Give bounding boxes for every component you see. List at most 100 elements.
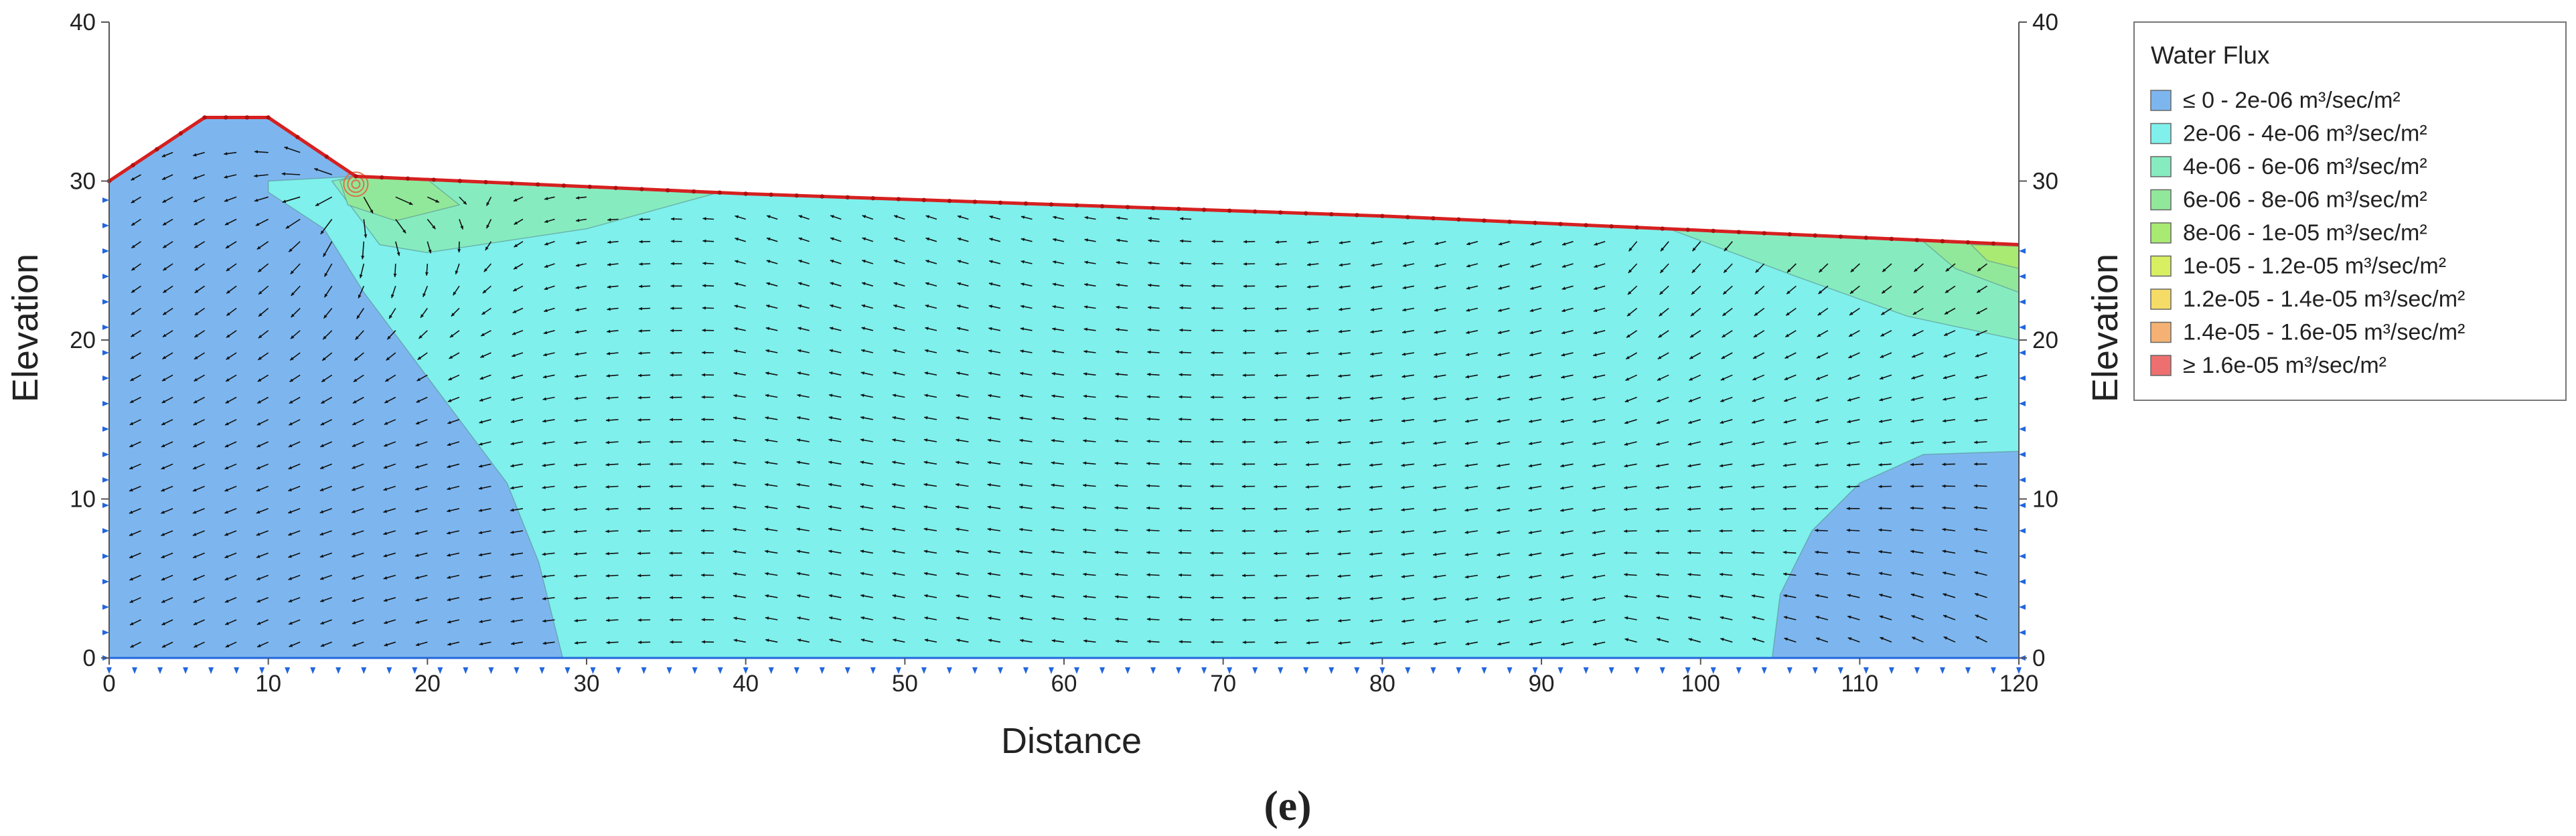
flux-vector-head bbox=[924, 572, 928, 576]
flux-vector-head bbox=[1783, 485, 1787, 489]
flux-vector-head bbox=[1433, 530, 1437, 534]
flux-vector-head bbox=[1753, 355, 1757, 359]
flux-vector-head bbox=[1753, 334, 1758, 337]
flux-vector-head bbox=[637, 485, 641, 489]
flux-vector-head bbox=[1337, 418, 1341, 422]
flux-vector-head bbox=[862, 215, 866, 218]
flux-vector-head bbox=[1083, 416, 1087, 420]
flux-vector-head bbox=[733, 483, 737, 487]
x-tick-label: 120 bbox=[1999, 671, 2038, 697]
flux-vector-head bbox=[734, 327, 738, 331]
flux-vector-head bbox=[1974, 527, 1978, 531]
flux-vector-head bbox=[415, 465, 419, 469]
flux-vector-head bbox=[194, 355, 198, 359]
legend-label-2: 4e-06 - 6e-06 m³/sec/m² bbox=[2183, 154, 2427, 179]
flux-vector-head bbox=[1560, 531, 1564, 535]
left-boundary-marker bbox=[102, 426, 109, 432]
flux-vector-head bbox=[1339, 285, 1343, 289]
flux-vector-head bbox=[1528, 531, 1532, 534]
flux-vector-head bbox=[605, 440, 609, 444]
flux-vector-head bbox=[1560, 553, 1564, 557]
flux-vector-head bbox=[1530, 286, 1534, 290]
y-tick-label-left: 30 bbox=[70, 169, 96, 195]
flux-vector-head bbox=[957, 282, 961, 286]
flux-vector-head bbox=[258, 268, 262, 272]
flux-vector-head bbox=[605, 552, 609, 556]
bottom-boundary-marker bbox=[1507, 667, 1513, 674]
flux-vector-head bbox=[1687, 442, 1692, 446]
flux-vector-head bbox=[796, 438, 801, 442]
flux-vector-head bbox=[1497, 597, 1501, 601]
surface-node bbox=[561, 183, 566, 188]
flux-vector-head bbox=[607, 262, 611, 266]
flux-vector-head bbox=[1754, 290, 1759, 295]
flux-vector-head bbox=[1657, 355, 1662, 359]
flux-vector-head bbox=[1116, 238, 1120, 242]
flux-vector-head bbox=[1847, 441, 1851, 445]
flux-vector-head bbox=[510, 575, 514, 579]
bottom-boundary-marker bbox=[1100, 667, 1106, 674]
flux-vector-head bbox=[1879, 420, 1883, 423]
flux-vector-head bbox=[574, 485, 578, 489]
x-tick-label: 30 bbox=[574, 671, 600, 697]
left-boundary-marker bbox=[102, 299, 109, 305]
flux-vector-head bbox=[1847, 420, 1851, 424]
flux-vector-head bbox=[161, 488, 165, 492]
flux-vector-head bbox=[860, 572, 864, 576]
flux-vector-head bbox=[1815, 615, 1819, 619]
flux-vector-head bbox=[956, 483, 960, 487]
surface-node bbox=[457, 179, 462, 183]
flux-vector-head bbox=[796, 461, 800, 465]
flux-vector-head bbox=[1084, 216, 1089, 220]
flux-vector-head bbox=[288, 576, 293, 580]
flux-vector-head bbox=[1528, 442, 1533, 445]
flux-vector-head bbox=[1783, 442, 1787, 446]
flux-vector-head bbox=[447, 509, 451, 513]
flux-vector-head bbox=[544, 309, 548, 313]
flux-vector-head bbox=[766, 282, 770, 286]
flux-vector-head bbox=[1783, 594, 1787, 598]
flux-vector-head bbox=[1880, 355, 1884, 358]
flux-vector-head bbox=[702, 262, 706, 265]
flux-vector-head bbox=[1816, 637, 1820, 641]
flux-vector-head bbox=[1433, 552, 1437, 556]
flux-vector-head bbox=[194, 378, 198, 382]
flux-vector-head bbox=[1816, 376, 1820, 380]
flux-vector-head bbox=[1465, 642, 1470, 646]
flux-vector-head bbox=[131, 199, 135, 203]
flux-vector-head bbox=[417, 356, 422, 360]
flux-vector-head bbox=[894, 237, 898, 241]
bottom-boundary-marker bbox=[1150, 667, 1156, 674]
flux-vector-head bbox=[479, 442, 483, 446]
flux-vector-head bbox=[1592, 397, 1596, 401]
flux-vector-head bbox=[1689, 377, 1693, 381]
flux-vector-head bbox=[1020, 639, 1024, 643]
flux-vector-head bbox=[861, 304, 866, 308]
surface-node bbox=[947, 198, 952, 203]
flux-vector-head bbox=[416, 378, 421, 382]
flux-vector-head bbox=[129, 510, 133, 514]
flux-vector-head bbox=[1210, 484, 1214, 488]
flux-vector-head bbox=[194, 334, 198, 337]
flux-vector-head bbox=[893, 349, 897, 353]
flux-vector-head bbox=[1752, 420, 1756, 424]
flux-vector-head bbox=[1815, 507, 1819, 511]
flux-vector-head bbox=[1019, 438, 1023, 442]
bottom-boundary-marker bbox=[641, 667, 647, 674]
flux-vector-head bbox=[479, 420, 483, 424]
flux-vector-head bbox=[1624, 573, 1628, 576]
flux-vector-head bbox=[1370, 352, 1374, 356]
flux-vector-head bbox=[1655, 573, 1659, 576]
flux-vector-head bbox=[131, 244, 135, 248]
flux-vector-head bbox=[637, 641, 641, 645]
flux-vector-head bbox=[1275, 240, 1279, 244]
flux-vector-head bbox=[670, 240, 674, 243]
surface-node bbox=[820, 194, 824, 199]
flux-vector-head bbox=[289, 621, 293, 625]
flux-vector-head bbox=[478, 486, 483, 490]
flux-vector-head bbox=[1752, 616, 1756, 620]
flux-vector-head bbox=[1624, 399, 1629, 402]
legend-swatch-7 bbox=[2150, 321, 2172, 343]
flux-vector-head bbox=[1497, 486, 1501, 490]
bottom-boundary-marker bbox=[1914, 667, 1920, 674]
